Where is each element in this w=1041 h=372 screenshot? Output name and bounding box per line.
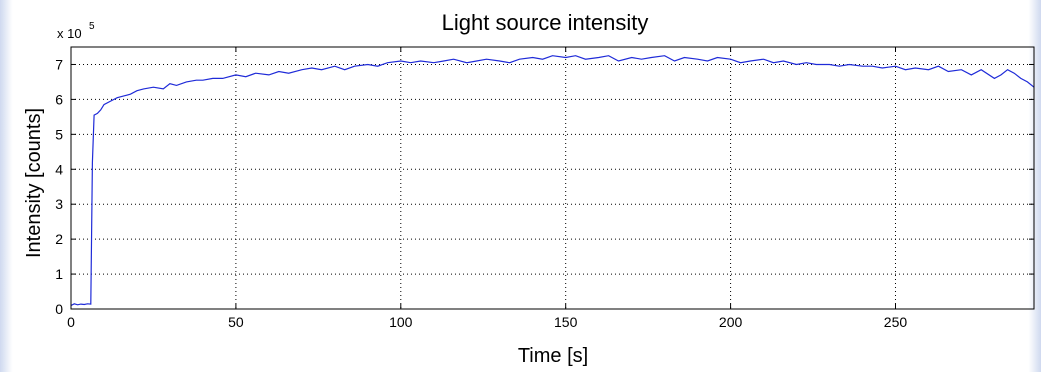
plot-frame (70, 46, 1035, 310)
y-axis-label: Intensity [counts] (23, 108, 45, 258)
x-tick-label: 0 (67, 314, 75, 330)
x-tick-label: 50 (228, 314, 244, 330)
y-tick-label: 6 (55, 91, 63, 107)
y-tick-label: 7 (55, 56, 63, 72)
chart-title: Light source intensity (442, 10, 649, 35)
y-tick-label: 0 (55, 301, 63, 317)
y-tick-label: 5 (55, 126, 63, 142)
x-tick-label: 250 (884, 314, 908, 330)
x-tick-label: 200 (719, 314, 743, 330)
x-tick-label: 150 (554, 314, 578, 330)
y-tick-label: 4 (55, 161, 63, 177)
y-multiplier-exponent: 5 (89, 21, 95, 32)
x-axis-label: Time [s] (518, 345, 588, 367)
y-tick-label: 3 (55, 196, 63, 212)
series-line (70, 55, 1035, 307)
x-tick-label: 100 (389, 314, 413, 330)
y-multiplier-label: x 10 (57, 26, 82, 41)
y-tick-label: 1 (55, 266, 63, 282)
y-tick-label: 2 (55, 231, 63, 247)
